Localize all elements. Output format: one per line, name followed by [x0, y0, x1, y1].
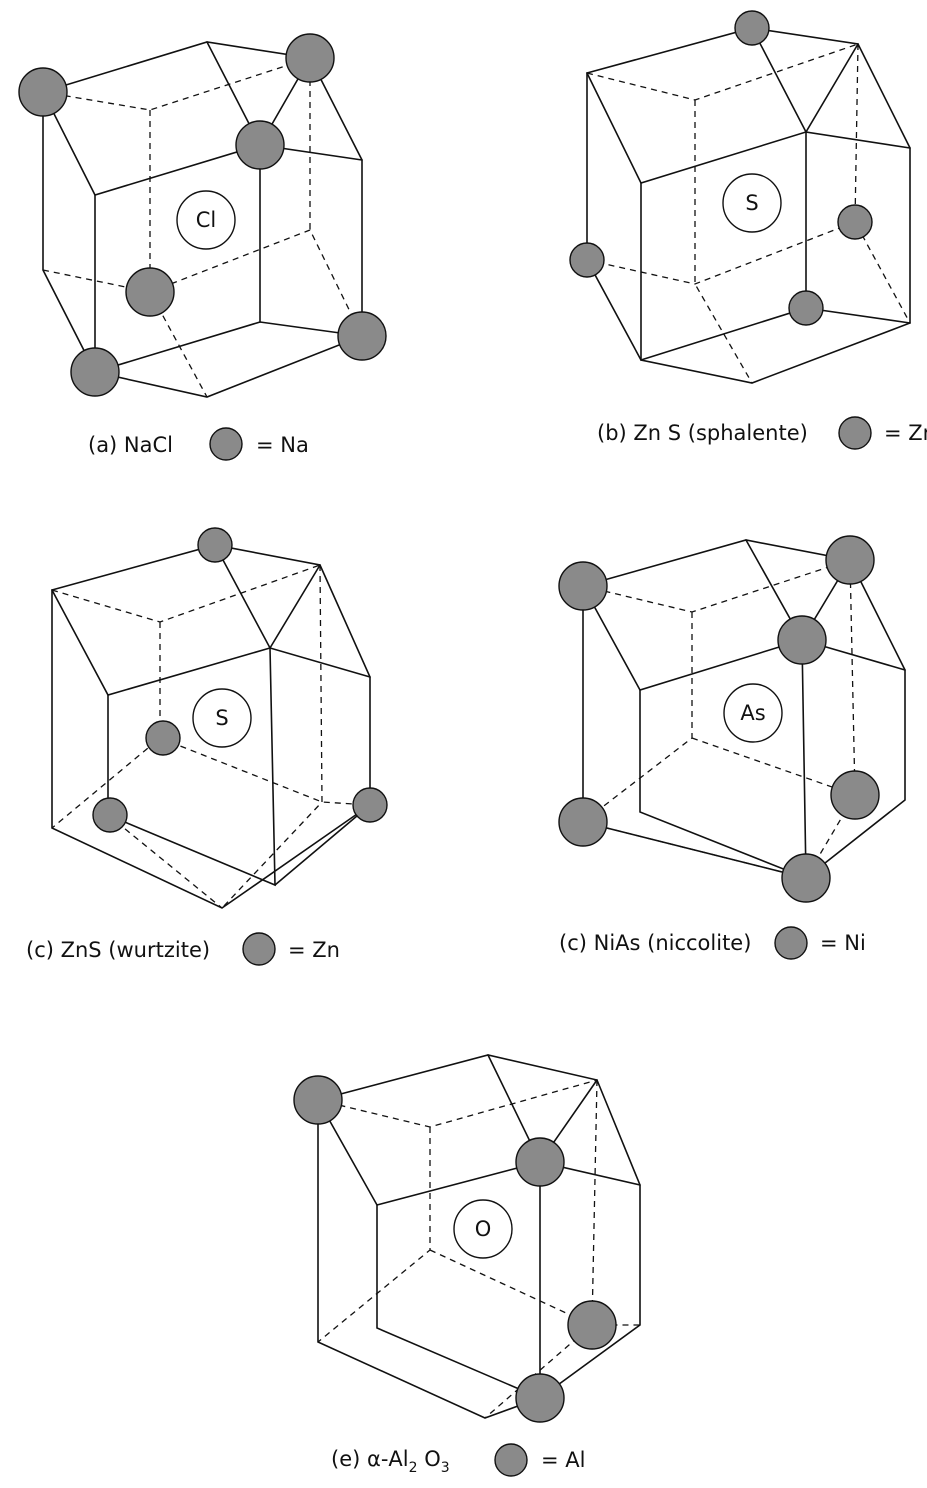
na-atom	[285, 33, 335, 83]
legend-text: = Zn	[288, 938, 340, 962]
ni-atom	[558, 797, 608, 847]
sphalerite-hidden-edges	[586, 43, 911, 384]
panel-nacl: Cl (a) NaCl = Na	[18, 33, 387, 461]
legend-cation-icon	[494, 1443, 528, 1477]
caption-alumina-sub2: 3	[441, 1460, 450, 1476]
na-atom	[70, 347, 120, 397]
nias-hidden-edges	[582, 559, 856, 879]
zn-atom	[788, 290, 824, 326]
legend-text: = Na	[256, 433, 309, 457]
panel-zns-sphalerite: S (b) Zn S (sphalente) = Zr	[569, 10, 927, 450]
ni-atom	[558, 561, 608, 611]
s-anion	[722, 173, 782, 233]
caption-zns-sphalerite: (b) Zn S (sphalente)	[597, 421, 808, 445]
caption-alumina-sub1: 2	[409, 1460, 418, 1476]
panel-nias: As (c) NiAs (niccolite) = Ni	[558, 535, 906, 960]
legend-text: = Zr	[884, 421, 927, 445]
wurtzite-solid-edges	[51, 544, 371, 909]
caption-zns-wurtzite: (c) ZnS (wurtzite)	[26, 938, 210, 962]
anion-label: S	[745, 191, 758, 215]
zn-atom	[197, 527, 233, 563]
zn-atom	[837, 204, 873, 240]
anion-label: S	[215, 706, 228, 730]
zn-atom	[145, 720, 181, 756]
ni-atom	[825, 535, 875, 585]
o-anion	[453, 1199, 513, 1259]
zn-atom	[569, 242, 605, 278]
na-atom	[337, 311, 387, 361]
legend-cation-icon	[774, 926, 808, 960]
alumina-solid-edges	[317, 1054, 641, 1419]
ni-atom	[830, 770, 880, 820]
caption-nias: (c) NiAs (niccolite)	[559, 931, 751, 955]
caption-alumina-mid: O	[418, 1447, 441, 1471]
anion-label: Cl	[196, 208, 217, 232]
caption-alumina: (e) α-Al2 O3	[331, 1447, 450, 1476]
as-anion	[723, 683, 783, 743]
na-atom	[18, 67, 68, 117]
ni-atom	[781, 853, 831, 903]
legend-cation-icon	[209, 427, 243, 461]
al-atom	[567, 1300, 617, 1350]
anion-label: O	[475, 1217, 492, 1241]
ni-atom	[777, 615, 827, 665]
wurtzite-hidden-edges	[51, 564, 371, 909]
al-atom	[293, 1075, 343, 1125]
caption-nacl: (a) NaCl	[88, 433, 173, 457]
cl-anion	[176, 190, 236, 250]
na-atom	[125, 267, 175, 317]
s-anion	[192, 688, 252, 748]
na-atom	[235, 120, 285, 170]
legend-text: = Al	[541, 1448, 585, 1472]
panel-alumina: O (e) α-Al2 O3 = Al	[293, 1054, 641, 1477]
zn-atom	[352, 787, 388, 823]
panel-zns-wurtzite: S (c) ZnS (wurtzite) = Zn	[26, 527, 388, 966]
legend-cation-icon	[242, 932, 276, 966]
legend-cation-icon	[838, 416, 872, 450]
zn-atom	[734, 10, 770, 46]
al-atom	[515, 1373, 565, 1423]
al-atom	[515, 1137, 565, 1187]
anion-label: As	[740, 701, 765, 725]
caption-alumina-prefix: (e) α-Al	[331, 1447, 409, 1471]
legend-text: = Ni	[820, 931, 866, 955]
zn-atom	[92, 797, 128, 833]
